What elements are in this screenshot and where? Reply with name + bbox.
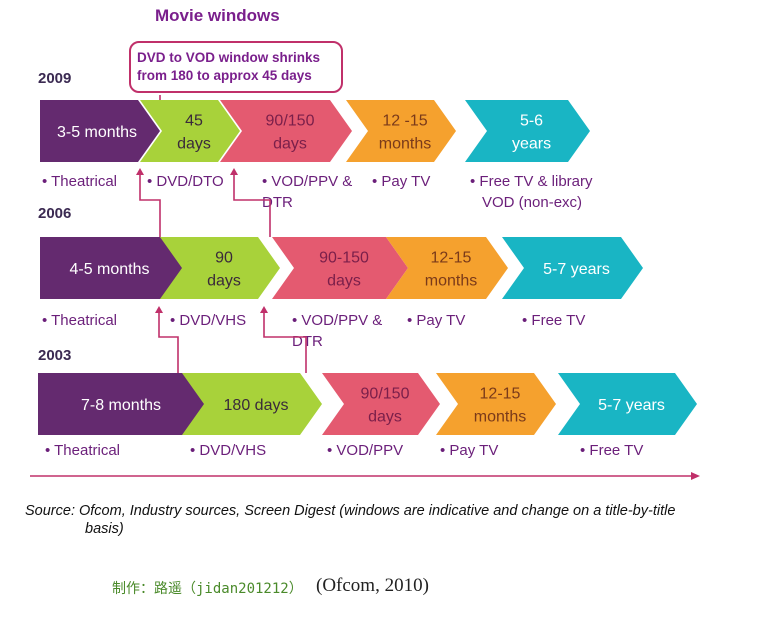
window-duration-label: days: [273, 136, 307, 153]
window-duration-label: 5-7 years: [543, 261, 610, 278]
window-type-label: • DVD/VHS: [190, 440, 266, 461]
window-duration-label: 180 days: [224, 397, 289, 414]
window-duration-label: 45: [185, 113, 203, 130]
window-arrow: [38, 373, 210, 435]
window-type-label-line: • DVD/DTO: [147, 173, 224, 190]
connector-arrowhead: [136, 168, 144, 175]
window-type-label-line: • Pay TV: [440, 442, 499, 459]
credit-text: 制作：路遥（jidan201212）: [112, 581, 303, 597]
window-duration-label: months: [425, 273, 477, 290]
window-arrow: [558, 373, 697, 435]
window-type-label-line: • VOD/PPV &: [292, 312, 383, 329]
time-axis-arrowhead: [691, 472, 700, 480]
window-duration-label: days: [327, 273, 361, 290]
timeline-band-2003: 7-8 months 180 days 90/150 days 12-15 months 5…: [38, 373, 697, 435]
window-duration-label: 4-5 months: [69, 261, 149, 278]
connector-line: [263, 308, 307, 373]
window-type-label: • Pay TV: [407, 310, 465, 331]
window-duration-label: 12 -15: [382, 113, 427, 130]
window-duration-label: 90/150: [266, 113, 315, 130]
window-duration-label: 12-15: [431, 250, 472, 267]
window-type-label-line: • Pay TV: [372, 173, 431, 190]
year-label-2009: 2009: [38, 70, 72, 87]
window-type-label-line: • Pay TV: [407, 312, 466, 329]
window-duration-label: 5-7 years: [598, 397, 665, 414]
timeline-band-2009: 3-5 months 45 days 90/150 days 12 -15 months 5-…: [40, 100, 590, 162]
window-arrow: [160, 237, 280, 299]
window-arrow: [436, 373, 556, 435]
callout-line-1: DVD to VOD window shrinks: [137, 50, 321, 65]
window-type-label-line: • Theatrical: [42, 312, 118, 329]
window-type-label-line: • DVD/VHS: [190, 442, 267, 459]
window-type-label-line: • Free TV: [580, 442, 644, 459]
window-arrow: [322, 373, 440, 435]
window-type-label-line: • VOD/PPV &: [262, 173, 353, 190]
connector-arrowhead: [230, 168, 238, 175]
window-type-label-line: • Theatrical: [45, 442, 121, 459]
window-duration-label: days: [368, 409, 402, 426]
window-type-label: • Free TV: [522, 310, 585, 331]
window-type-label: • DVD/VHS: [170, 310, 246, 331]
window-duration-label: years: [512, 136, 551, 153]
window-arrow: [465, 100, 590, 162]
window-type-label: • Free TV & library VOD (non-exc): [470, 171, 593, 213]
year-label-2006: 2006: [38, 205, 72, 222]
window-type-label: • Theatrical: [42, 310, 117, 331]
window-type-label-line: • Free TV: [522, 312, 586, 329]
timeline-band-2006: 4-5 months 90 days 90-150 days 12-15 months 5-7…: [40, 237, 643, 299]
source-note-continued: basis): [85, 521, 124, 537]
connector-line: [139, 170, 161, 237]
window-arrow: [40, 237, 185, 299]
window-duration-label: 7-8 months: [81, 397, 161, 414]
window-type-label: • VOD/PPV & DTR: [262, 171, 352, 213]
source-note: Source: Ofcom, Industry sources, Screen …: [25, 503, 676, 519]
window-duration-label: 12-15: [480, 386, 521, 403]
window-duration-label: months: [474, 409, 526, 426]
window-type-label: • Theatrical: [42, 171, 117, 192]
window-type-label: • Pay TV: [372, 171, 430, 192]
window-type-label-line: VOD (non-exc): [482, 194, 583, 211]
window-type-label-line: • Theatrical: [42, 173, 118, 190]
window-duration-label: days: [177, 136, 211, 153]
connector-arrowhead: [155, 306, 163, 313]
window-arrow: [346, 100, 456, 162]
window-arrow: [386, 237, 508, 299]
year-label-2003: 2003: [38, 347, 72, 364]
callout-box: DVD to VOD window shrinks from 180 to ap…: [129, 41, 343, 93]
credit-citation: (Ofcom, 2010): [316, 575, 429, 596]
connector-line: [158, 308, 179, 373]
connector-line: [233, 170, 271, 237]
window-type-label: • VOD/PPV: [327, 440, 403, 461]
window-arrow: [502, 237, 643, 299]
window-type-label-line: • VOD/PPV: [327, 442, 404, 459]
window-duration-label: 5-6: [520, 113, 543, 130]
diagram-title: Movie windows: [155, 6, 280, 25]
window-arrow: [140, 100, 240, 162]
window-duration-label: 3-5 months: [57, 124, 137, 141]
window-duration-label: days: [207, 273, 241, 290]
window-duration-label: 90: [215, 250, 233, 267]
window-type-label: • Pay TV: [440, 440, 498, 461]
connector-arrowhead: [260, 306, 268, 313]
window-arrow: [40, 100, 160, 162]
window-type-label: • Free TV: [580, 440, 643, 461]
window-duration-label: months: [379, 136, 431, 153]
window-duration-label: 90-150: [319, 250, 369, 267]
window-type-label-line: • Free TV & library: [470, 173, 593, 190]
window-type-label: • DVD/DTO: [147, 171, 224, 192]
window-type-label-line: • DVD/VHS: [170, 312, 247, 329]
window-arrow: [182, 373, 322, 435]
window-arrow: [220, 100, 352, 162]
window-duration-label: 90/150: [361, 386, 410, 403]
callout-line-2: from 180 to approx 45 days: [137, 68, 312, 83]
window-arrow: [272, 237, 408, 299]
window-type-label: • Theatrical: [45, 440, 120, 461]
